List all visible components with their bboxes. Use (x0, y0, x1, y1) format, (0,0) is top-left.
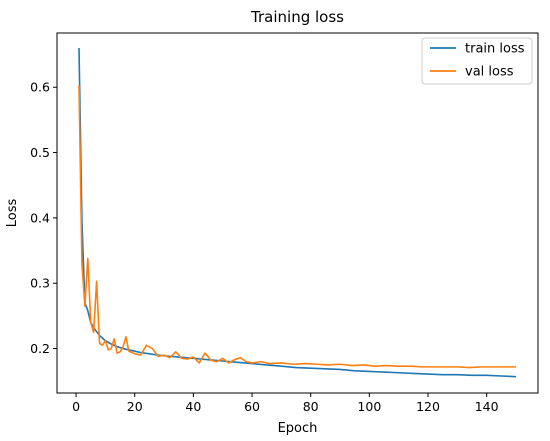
x-tick-label: 0 (72, 399, 80, 414)
legend: train loss val loss (421, 37, 533, 85)
plot-frame (56, 32, 539, 394)
x-tick-label: 20 (127, 399, 143, 414)
x-tick-label: 100 (357, 399, 381, 414)
x-axis-ticks: 0 20 40 60 80 100 120 140 (72, 393, 499, 414)
legend-label-train-loss: train loss (465, 42, 525, 57)
y-tick-label: 0.3 (30, 276, 50, 291)
plot-background (57, 33, 538, 393)
chart-title: Training loss (250, 8, 344, 26)
y-tick-label: 0.4 (30, 210, 50, 225)
x-tick-label: 80 (303, 399, 319, 414)
y-axis-ticks: 0.2 0.3 0.4 0.5 0.6 (30, 80, 57, 356)
y-tick-label: 0.2 (30, 341, 50, 356)
x-tick-label: 40 (185, 399, 201, 414)
y-axis-label: Loss (5, 199, 20, 228)
series-line-val-loss (78, 85, 516, 369)
legend-label-val-loss: val loss (465, 65, 514, 80)
x-tick-label: 60 (244, 399, 260, 414)
legend-box (421, 37, 533, 85)
y-tick-label: 0.6 (30, 80, 50, 95)
x-tick-label: 140 (475, 399, 499, 414)
x-tick-label: 120 (416, 399, 440, 414)
series-layer (78, 48, 517, 378)
x-axis-label: Epoch (278, 421, 318, 436)
y-tick-label: 0.5 (30, 145, 50, 160)
